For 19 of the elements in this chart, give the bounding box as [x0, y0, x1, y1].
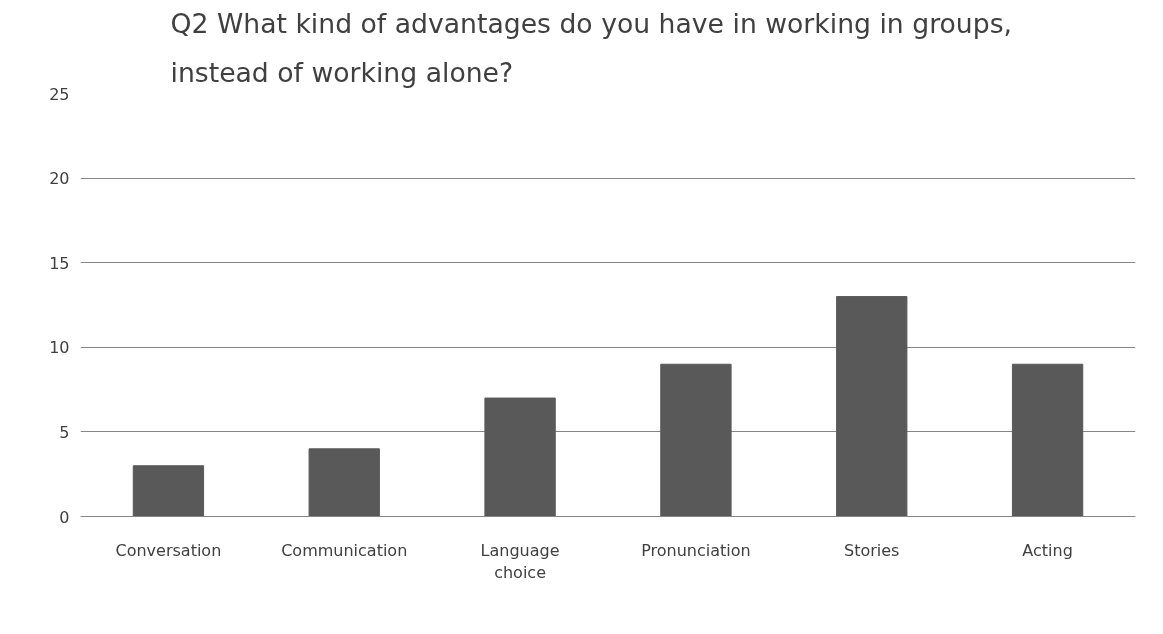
bar	[836, 296, 908, 517]
x-tick-label: Language choice	[480, 540, 560, 583]
bar	[308, 448, 380, 517]
x-tick-label: Pronunciation	[641, 540, 751, 560]
x-tick-label: Conversation	[115, 540, 222, 560]
x-tick-label: Communication	[281, 540, 408, 560]
chart-title: Q2 What kind of advantages do you have in working in groups, instead of working alone?	[170, 7, 1013, 89]
x-tick-label: Stories	[844, 540, 900, 560]
bar	[132, 465, 205, 517]
y-tick-label: 10	[49, 338, 70, 358]
y-tick-label: 0	[59, 507, 70, 527]
y-tick-label: 5	[59, 422, 70, 442]
bar	[1011, 363, 1084, 517]
x-tick-label: Acting	[1022, 540, 1073, 560]
bar	[660, 363, 732, 517]
y-tick-label: 25	[49, 84, 70, 104]
y-tick-label: 20	[49, 169, 70, 189]
y-tick-label: 15	[49, 253, 70, 273]
bar	[484, 397, 556, 517]
